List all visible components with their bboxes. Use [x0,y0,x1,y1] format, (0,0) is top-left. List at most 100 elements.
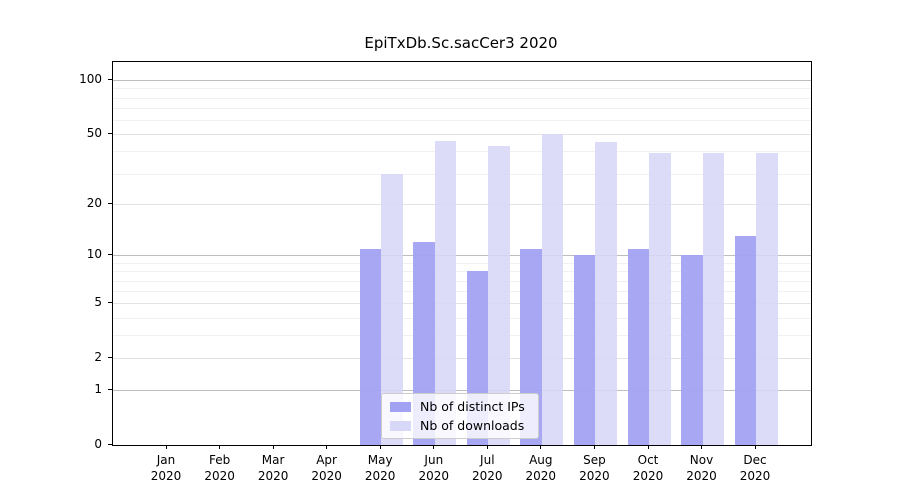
x-tick-month: Mar [261,453,285,467]
gridline-2 [113,358,811,360]
x-tick-label-oct: Oct 2020 [618,452,678,484]
x-tick-mark-may [379,445,381,450]
gridline-10 [113,255,811,257]
bar-downloads-oct [649,153,671,445]
chart-title: EpiTxDb.Sc.sacCer3 2020 [364,34,558,52]
x-tick-label-nov: Nov 2020 [672,452,732,484]
bar-downloads-jun [434,140,457,445]
x-tick-label-dec: Dec 2020 [725,452,785,484]
x-tick-mark-apr [326,445,328,450]
gridline-20 [113,204,811,206]
gridline-minor-80 [113,97,811,99]
x-tick-year: 2020 [204,469,235,483]
plot-area [112,61,812,446]
y-tick-label-20: 20 [86,196,102,211]
x-tick-year: 2020 [150,469,182,483]
y-tick-mark-0 [108,443,112,445]
x-tick-year: 2020 [632,469,664,483]
legend-label-distinct-ips: Nb of distinct IPs [420,399,525,414]
bar-ips-may [359,248,382,445]
x-tick-label-may: May 2020 [350,452,410,484]
legend-item-distinct-ips: Nb of distinct IPs [390,399,530,414]
x-tick-label-feb: Feb 2020 [190,452,250,484]
x-tick-month: Oct [637,453,659,467]
gridline-minor-30 [113,173,811,175]
x-tick-year: 2020 [364,469,396,483]
x-tick-mark-aug [540,445,542,450]
x-tick-year: 2020 [686,469,717,483]
y-tick-label-10: 10 [86,247,102,262]
bar-downloads-nov [702,153,724,445]
x-tick-mark-jan [165,445,167,450]
gridline-minor-40 [113,151,811,153]
x-tick-month: Apr [316,453,337,467]
x-tick-mark-mar [272,445,274,450]
x-tick-month: Nov [689,453,714,467]
bar-ips-dec [734,236,756,445]
x-tick-month: Aug [529,453,553,467]
legend-label-downloads: Nb of downloads [420,418,525,433]
x-tick-month: Sep [583,453,606,467]
legend-swatch-distinct-ips [390,401,411,412]
x-tick-mark-dec [754,445,756,450]
y-tick-mark-20 [108,202,112,204]
x-tick-label-jun: Jun 2020 [404,452,464,484]
gridline-5 [113,303,811,305]
x-tick-label-jul: Jul 2020 [457,452,517,484]
x-tick-month: Dec [743,453,767,467]
y-tick-label-50: 50 [86,126,102,141]
x-tick-label-apr: Apr 2020 [297,452,357,484]
x-tick-year: 2020 [257,469,289,483]
x-tick-mark-sep [593,445,596,450]
bar-downloads-sep [595,142,617,445]
x-tick-year: 2020 [418,469,450,483]
bar-downloads-aug [541,134,564,445]
gridline-1 [113,390,811,392]
bar-downloads-dec [756,153,778,445]
bar-ips-sep [573,255,596,445]
x-tick-mark-feb [219,445,221,450]
x-tick-year: 2020 [579,469,610,483]
y-tick-label-100: 100 [79,72,102,87]
y-tick-label-2: 2 [94,350,102,365]
x-tick-label-sep: Sep 2020 [564,452,624,484]
x-tick-year: 2020 [472,469,503,483]
gridline-100 [113,80,811,82]
gridline-minor-90 [113,88,811,90]
x-tick-mark-jun [433,445,435,450]
x-tick-mark-jul [486,445,488,450]
gridline-minor-9 [113,262,811,264]
x-tick-label-mar: Mar 2020 [243,452,303,484]
bar-ips-nov [681,255,703,445]
gridline-minor-70 [113,108,811,109]
x-tick-month: Jan [156,453,176,467]
x-tick-year: 2020 [525,469,557,483]
x-tick-year: 2020 [311,469,342,483]
x-tick-month: Feb [208,453,231,467]
y-tick-mark-1 [108,388,112,390]
y-tick-mark-2 [108,356,112,358]
y-tick-label-0: 0 [94,437,102,451]
x-tick-label-jan: Jan 2020 [136,452,196,484]
legend-swatch-downloads [390,420,411,431]
gridline-50 [113,134,811,136]
legend: Nb of distinct IPs Nb of downloads [381,393,539,439]
bar-ips-oct [627,248,649,445]
x-tick-mark-nov [701,445,703,450]
gridline-minor-3 [113,335,811,337]
gridline-minor-7 [113,280,811,282]
y-tick-mark-50 [108,132,112,134]
x-tick-label-aug: Aug 2020 [511,452,571,484]
x-tick-month: Jun [424,453,444,467]
y-tick-label-5: 5 [94,295,102,310]
x-tick-year: 2020 [739,469,771,483]
bar-downloads-jul [488,145,510,445]
x-tick-month: Jul [480,453,495,467]
y-tick-mark-5 [108,301,112,303]
gridline-minor-8 [113,271,811,273]
bar-downloads-may [381,173,403,445]
gridline-minor-60 [113,120,811,121]
y-tick-mark-100 [108,78,112,80]
gridline-minor-6 [113,291,811,293]
